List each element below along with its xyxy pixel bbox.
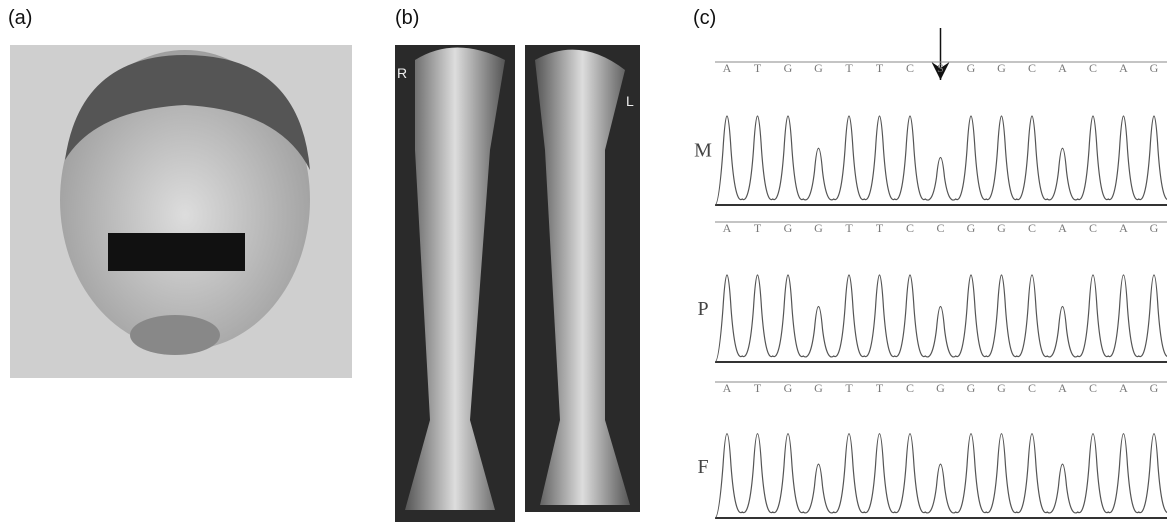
base-call: G	[784, 221, 793, 235]
base-call: C	[906, 61, 914, 75]
base-call: T	[876, 61, 884, 75]
base-call: T	[754, 221, 762, 235]
base-call: G	[1150, 221, 1159, 235]
base-call: G	[997, 381, 1006, 395]
xray: R L	[395, 45, 640, 522]
base-call: T	[845, 221, 853, 235]
base-call: C	[1028, 221, 1036, 235]
base-call: A	[1119, 381, 1128, 395]
base-call: T	[754, 61, 762, 75]
base-call: G	[997, 221, 1006, 235]
base-call: A	[723, 61, 732, 75]
row-label: F	[697, 456, 708, 478]
trace	[715, 434, 1167, 518]
base-call: G	[814, 221, 823, 235]
base-call: G	[967, 381, 976, 395]
row-label: P	[697, 298, 708, 320]
chromatograms: M A T G G T T C S G G C A C A G P A T G G T T C C G G C A C A G F A T G G T T C…	[694, 61, 1167, 518]
base-call: C	[1028, 381, 1036, 395]
base-call: G	[814, 381, 823, 395]
base-call: T	[876, 221, 884, 235]
trace	[715, 116, 1167, 205]
panel-label: (a)	[8, 7, 32, 29]
base-call: G	[936, 381, 945, 395]
row-label: M	[694, 140, 712, 162]
base-call: A	[1058, 221, 1067, 235]
base-call: G	[1150, 381, 1159, 395]
trace	[715, 275, 1167, 362]
base-call: C	[1028, 61, 1036, 75]
base-call: A	[1058, 381, 1067, 395]
base-call: G	[784, 61, 793, 75]
base-call: G	[967, 221, 976, 235]
base-call: A	[723, 221, 732, 235]
panel-label: (b)	[395, 7, 419, 29]
base-call: C	[1089, 221, 1097, 235]
panel-label: (c)	[693, 7, 716, 29]
base-call: C	[906, 381, 914, 395]
base-call: C	[936, 221, 944, 235]
base-call: A	[723, 381, 732, 395]
base-call: G	[967, 61, 976, 75]
base-call: G	[997, 61, 1006, 75]
base-call: C	[1089, 61, 1097, 75]
base-call: S	[937, 61, 944, 75]
base-call: C	[906, 221, 914, 235]
figure: (a) (b) (c) R L M A T G G T T C S G G C A C A G P A T G G T T C…	[0, 0, 1167, 522]
base-call: G	[814, 61, 823, 75]
base-call: G	[1150, 61, 1159, 75]
base-call: T	[876, 381, 884, 395]
base-call: A	[1119, 221, 1128, 235]
base-call: T	[754, 381, 762, 395]
base-call: G	[784, 381, 793, 395]
side-marker: L	[626, 93, 634, 109]
base-call: T	[845, 381, 853, 395]
base-call: A	[1058, 61, 1067, 75]
base-call: A	[1119, 61, 1128, 75]
base-call: C	[1089, 381, 1097, 395]
side-marker: R	[397, 65, 407, 81]
patient-photo	[10, 45, 352, 378]
base-call: T	[845, 61, 853, 75]
